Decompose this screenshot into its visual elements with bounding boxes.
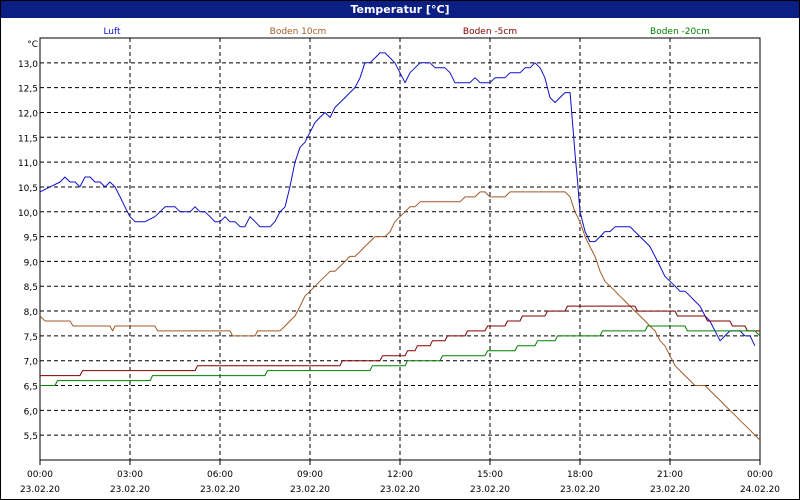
y-tick-label: 11,5 — [18, 134, 38, 144]
x-tick-date: 23.02.20 — [560, 485, 600, 495]
legend-entry: Boden -20cm — [650, 27, 710, 37]
series-line-3 — [40, 305, 760, 377]
x-tick-date: 23.02.20 — [380, 485, 420, 495]
legend-entry: Boden 10cm — [270, 27, 327, 37]
y-tick-label: 6,0 — [24, 407, 39, 417]
y-axis-unit: °C — [27, 40, 38, 50]
series-line-1 — [39, 52, 756, 347]
legend: Luft Boden 10cm Boden -5cm Boden -20cm — [103, 27, 710, 37]
x-tick-time: 15:00 — [477, 470, 503, 480]
x-tick-time: 00:00 — [747, 470, 773, 480]
y-tick-label: 11,0 — [18, 159, 38, 169]
y-tick-label: 7,0 — [24, 358, 39, 368]
x-tick-date: 23.02.20 — [200, 485, 240, 495]
series-line-2 — [39, 191, 761, 441]
y-tick-label: 12,5 — [18, 85, 38, 95]
y-tick-label: 10,0 — [18, 209, 38, 219]
x-tick-date: 23.02.20 — [650, 485, 690, 495]
x-tick-date: 23.02.20 — [290, 485, 330, 495]
x-tick-time: 03:00 — [117, 470, 143, 480]
series-layer — [39, 52, 761, 441]
x-tick-time: 09:00 — [297, 470, 323, 480]
y-tick-label: 5,5 — [24, 432, 38, 442]
y-tick-label: 7,5 — [24, 333, 38, 343]
legend-entry: Luft — [103, 27, 121, 37]
grid-layer — [39, 37, 761, 461]
axes: 5,5 6,0 6,5 7,0 7,5 8,0 8,5 9,0 9,5 10,0 10,5 11,0 1… — [18, 40, 780, 495]
y-tick-label: 9,5 — [24, 234, 38, 244]
y-tick-label: 8,0 — [24, 308, 39, 318]
series-line-4 — [40, 325, 761, 386]
window-title: Temperatur [°C] — [1, 1, 799, 18]
x-tick-date: 23.02.20 — [20, 485, 60, 495]
legend-entry: Boden -5cm — [463, 27, 517, 37]
x-tick-date: 24.02.20 — [740, 485, 780, 495]
x-tick-time: 18:00 — [567, 470, 593, 480]
x-tick-time: 21:00 — [657, 470, 683, 480]
y-tick-label: 8,5 — [24, 283, 38, 293]
x-tick-date: 23.02.20 — [110, 485, 150, 495]
y-tick-label: 12,0 — [18, 109, 38, 119]
x-tick-time: 12:00 — [387, 470, 413, 480]
y-tick-label: 13,0 — [18, 60, 38, 70]
x-tick-time: 06:00 — [207, 470, 233, 480]
x-tick-date: 23.02.20 — [470, 485, 510, 495]
y-tick-label: 9,0 — [24, 258, 39, 268]
y-tick-label: 6,5 — [24, 383, 38, 393]
y-tick-label: 10,5 — [18, 184, 38, 194]
x-tick-time: 00:00 — [27, 470, 53, 480]
